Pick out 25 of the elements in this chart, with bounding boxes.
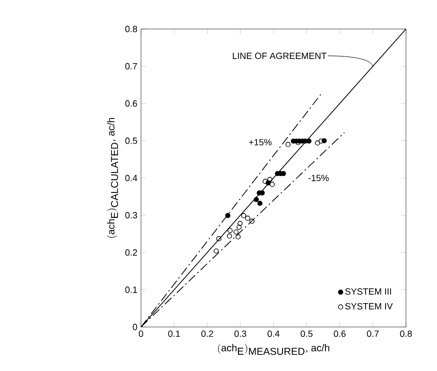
x-tick-label: 0.5	[300, 330, 312, 337]
y-tick-label: 0.4	[125, 174, 138, 182]
y-tick-label: 0.2	[125, 249, 138, 256]
y-tick-label: 0.1	[125, 286, 138, 293]
x-tick-label: 0.7	[366, 330, 379, 337]
x-tick-label: 0.2	[201, 330, 214, 337]
x-tick-label: 0.1	[168, 330, 180, 337]
y-tick-label: 0.6	[125, 100, 138, 107]
y-axis-title: $(\textrm{ach}_{\textrm{E}})_{\textrm{CALCULATED}}\textrm{, ac/h}$	[106, 118, 118, 238]
y-tick-label: 0	[132, 324, 138, 330]
annotation: -15%	[308, 174, 329, 182]
x-tick-label: 0.3	[234, 330, 246, 337]
x-tick-label: 0.4	[268, 330, 280, 337]
annotation: +15%	[249, 139, 272, 146]
legend-label: SYSTEM III	[345, 288, 392, 295]
legend-label: SYSTEM IV	[345, 303, 393, 310]
x-tick-label: 0	[138, 330, 144, 337]
annotation: LINE OF AGREEMENT	[232, 52, 326, 60]
y-tick-label: 0.7	[125, 63, 138, 70]
y-tick-label: 0.8	[125, 26, 138, 32]
x-axis-title: $(\textrm{ach}_{\textrm{E}})_{\textrm{MEASURED}}\textrm{, ac/h}$	[218, 344, 330, 355]
x-tick-label: 0.8	[400, 330, 412, 337]
y-tick-label: 0.5	[125, 138, 138, 144]
x-tick-label: 0.6	[334, 330, 346, 337]
y-tick-label: 0.3	[125, 212, 138, 218]
